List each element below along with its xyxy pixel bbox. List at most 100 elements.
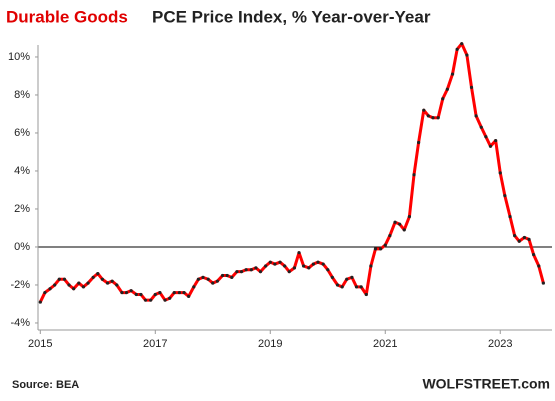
point (350, 275, 354, 279)
point (225, 273, 229, 278)
point (422, 108, 426, 112)
point (307, 266, 311, 270)
point (494, 138, 498, 143)
x-tick-label: 2023 (488, 338, 512, 350)
point (488, 144, 493, 148)
point (321, 262, 325, 266)
series-line (38, 42, 545, 303)
point (431, 116, 435, 120)
point (532, 252, 536, 257)
point (235, 270, 239, 274)
point (220, 273, 225, 278)
point (354, 285, 359, 289)
point (192, 285, 196, 289)
point (283, 264, 287, 268)
point (38, 300, 42, 304)
y-tick-label: 6% (14, 127, 30, 139)
point (455, 47, 459, 51)
y-tick-label: 8% (14, 89, 30, 101)
point (244, 268, 248, 272)
point (373, 247, 378, 251)
point (206, 277, 210, 281)
point (120, 290, 124, 295)
point (484, 135, 488, 139)
point (417, 140, 421, 145)
point (326, 268, 330, 272)
point (398, 222, 402, 226)
point (91, 275, 95, 279)
point (43, 290, 47, 295)
point (513, 233, 517, 238)
point (302, 264, 306, 268)
point (230, 275, 234, 279)
point (273, 262, 277, 266)
point (450, 72, 455, 76)
point (249, 268, 253, 272)
point (201, 275, 205, 279)
point (62, 277, 67, 281)
point (177, 290, 182, 295)
point (460, 42, 464, 46)
point (268, 260, 272, 264)
y-tick-label: 0% (14, 241, 30, 253)
chart-title: Durable Goods (6, 7, 128, 26)
point (340, 285, 344, 289)
x-tick-label: 2019 (258, 338, 282, 350)
point (182, 290, 186, 295)
point (388, 233, 392, 238)
point (143, 298, 148, 302)
point (258, 270, 263, 274)
point (359, 285, 363, 289)
point (239, 270, 244, 274)
point (297, 251, 301, 255)
point (158, 290, 162, 295)
point (441, 97, 445, 101)
point (48, 287, 52, 291)
point (53, 283, 57, 287)
point (474, 114, 478, 118)
credit: WOLFSTREET.com (422, 376, 550, 392)
point (379, 247, 383, 251)
point (316, 260, 320, 264)
point (153, 292, 157, 297)
point (81, 285, 86, 289)
source: Source: BEA (12, 379, 79, 391)
x-tick-label: 2021 (373, 338, 397, 350)
point (264, 264, 268, 268)
point (115, 283, 119, 287)
point (96, 271, 100, 276)
point (287, 270, 291, 274)
point (254, 266, 258, 270)
point (311, 262, 315, 266)
point (105, 281, 110, 285)
point (537, 264, 541, 268)
point (402, 228, 406, 232)
point (292, 266, 297, 270)
point (503, 194, 507, 198)
point (541, 281, 545, 285)
point (149, 298, 153, 302)
point (124, 290, 129, 295)
point (522, 235, 527, 240)
point (330, 275, 334, 279)
point (445, 87, 449, 91)
point (72, 287, 76, 291)
point (100, 277, 104, 281)
point (426, 114, 430, 118)
point (196, 277, 201, 281)
point (364, 292, 368, 297)
point (393, 220, 397, 224)
point (278, 260, 282, 264)
point (465, 53, 469, 57)
y-tick-label: 2% (14, 203, 30, 215)
y-tick-label: 10% (8, 51, 30, 63)
point (168, 296, 172, 300)
point (335, 283, 340, 287)
y-tick-label: -2% (10, 279, 30, 291)
y-tick-label: 4% (14, 165, 30, 177)
point (469, 85, 474, 89)
point (498, 171, 502, 175)
point (407, 214, 412, 219)
point (187, 294, 191, 298)
